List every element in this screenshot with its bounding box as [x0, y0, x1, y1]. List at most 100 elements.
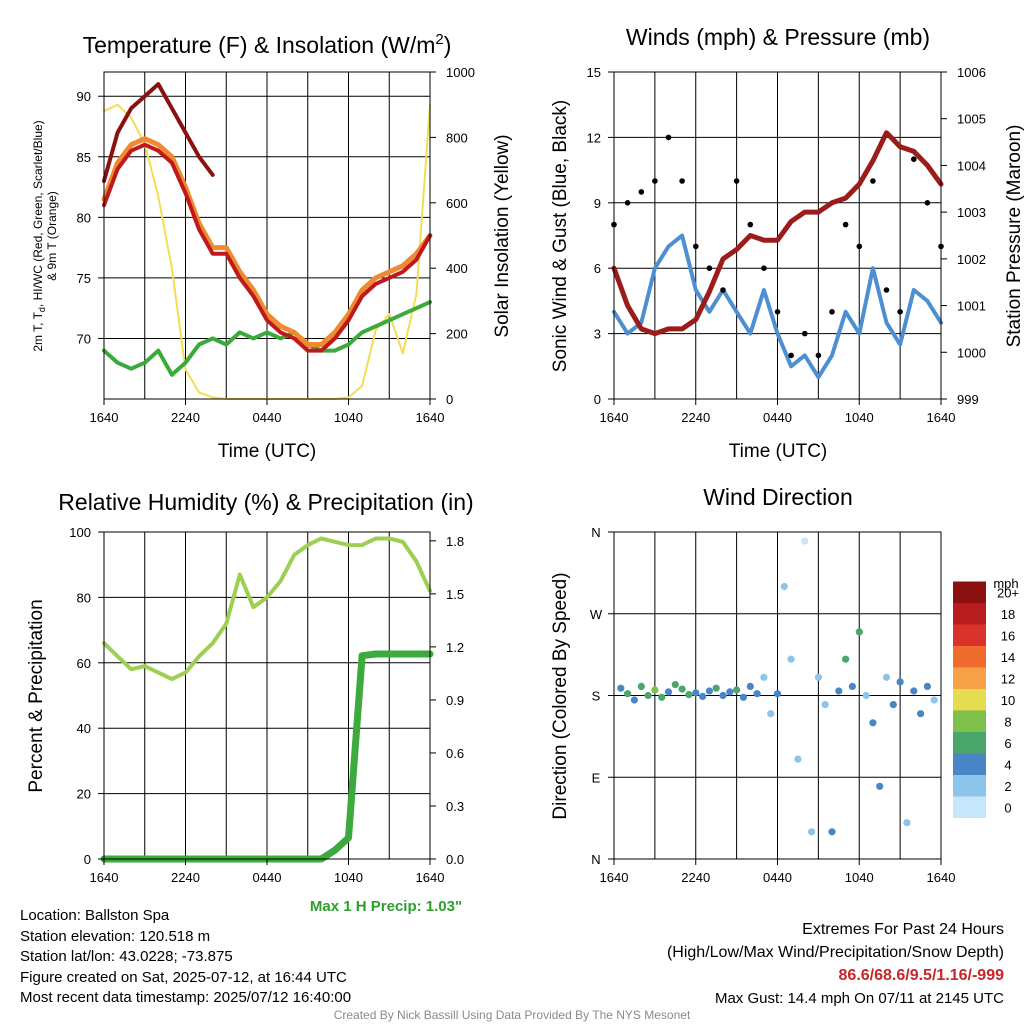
direction-point [794, 755, 802, 763]
y2-tick-label: 999 [957, 392, 979, 407]
gust-point [911, 156, 917, 162]
y2-tick-label: 1006 [957, 65, 986, 80]
direction-point [753, 690, 761, 698]
extremes-heading: Extremes For Past 24 Hours [802, 921, 1004, 938]
temperature-xlabel: Time (UTC) [218, 441, 317, 462]
legend-swatch [953, 796, 986, 818]
direction-point [828, 828, 836, 836]
direction-point [685, 691, 693, 699]
gust-point [883, 287, 890, 293]
direction-point [903, 819, 911, 827]
x-tick-label: 1640 [90, 410, 119, 425]
temperature-grid [104, 72, 430, 399]
direction-point [746, 682, 754, 691]
direction-point [733, 686, 741, 694]
credit-line: Created By Nick Bassill Using Data Provi… [333, 1008, 691, 1022]
direction-point [869, 719, 877, 727]
gust-point [679, 178, 685, 184]
legend-label: 8 [1004, 714, 1011, 729]
y2-tick-label: 1.8 [446, 534, 464, 549]
y-tick-label: 75 [77, 271, 91, 286]
y2-tick-label: 200 [446, 327, 468, 342]
temperature-ylabel-line2: & 9m T (Orange) [45, 191, 59, 281]
humidity-title: Relative Humidity (%) & Precipitation (i… [58, 489, 473, 515]
direction-point [651, 686, 659, 694]
winds-series [611, 130, 944, 380]
direction-point [760, 673, 768, 681]
gust-point [733, 178, 740, 184]
gust-point [638, 189, 645, 195]
y-tick-label: 6 [594, 261, 601, 276]
legend-label: 18 [1001, 607, 1015, 622]
solar-ylabel: Solar Insolation (Yellow) [492, 134, 513, 337]
direction-point [678, 685, 686, 693]
legend-label: 4 [1004, 757, 1011, 772]
direction-point [848, 682, 857, 691]
max-gust: Max Gust: 14.4 mph On 07/11 at 2145 UTC [714, 990, 1004, 1007]
x-tick-label: 1040 [334, 870, 363, 885]
direction-point [917, 710, 925, 718]
direction-point [671, 681, 679, 689]
direction-point [930, 696, 938, 704]
legend-label: 2 [1004, 779, 1011, 794]
y-tick-label: 60 [77, 656, 91, 671]
max-precip-annotation: Max 1 H Precip: 1.03" [310, 898, 462, 915]
x-tick-label: 1640 [90, 870, 119, 885]
recent-timestamp: Most recent data timestamp: 2025/07/12 1… [20, 989, 352, 1006]
legend-label: 10 [1001, 693, 1015, 708]
y-tick-label: 70 [77, 331, 91, 346]
direction-point [787, 655, 795, 663]
y-tick-label: 12 [587, 130, 601, 145]
figure-created: Figure created on Sat, 2025-07-12, at 16… [20, 968, 347, 986]
temperature-ticks: 1640 2240 0440 1040 1640 70 75 80 85 90 0 200 400 600… [77, 65, 475, 425]
direction-point [780, 582, 788, 591]
x-tick-label: 2240 [681, 870, 710, 885]
humidity-ticks: 1640 2240 0440 1040 1640 0 20 40 60 80 100 0.0 0.3 0.… [69, 525, 464, 885]
temperature-title: Temperature (F) & Insolation (W/m2) [83, 31, 452, 58]
legend-label: 12 [1001, 671, 1015, 686]
legend-swatch [953, 710, 986, 732]
speed-legend: mph 0 2 4 6 8 10 12 14 16 18 20+ [953, 576, 1019, 818]
extremes-values: 86.6/68.6/9.5/1.16/-999 [838, 967, 1004, 984]
y-tick-label: 100 [69, 525, 91, 540]
temp-2m-line [102, 142, 432, 353]
y2-tick-label: 0.9 [446, 693, 464, 708]
gust-point [829, 309, 835, 315]
y2-tick-label: 0 [446, 392, 453, 407]
y2-tick-label: 1002 [957, 252, 986, 267]
y2-tick-label: 0.0 [446, 852, 464, 867]
y2-tick-label: 400 [446, 261, 468, 276]
gust-point [747, 221, 754, 228]
x-tick-label: 1040 [845, 410, 874, 425]
gust-point [774, 309, 781, 315]
y-tick-label: N [591, 525, 600, 540]
direction-point [855, 628, 863, 636]
direction-point [814, 673, 823, 681]
y-tick-label: 20 [77, 787, 91, 802]
sonic-wind-line [612, 233, 943, 380]
direction-point [882, 673, 891, 681]
y2-tick-label: 1003 [957, 205, 986, 220]
station-info: Location: Ballston Spa Station elevation… [20, 906, 351, 1009]
dewpoint-line [102, 300, 432, 377]
direction-point [637, 682, 645, 691]
station-elevation: Station elevation: 120.518 m [20, 927, 211, 945]
direction-point [644, 691, 652, 700]
y2-tick-label: 1004 [957, 158, 986, 173]
legend-swatch [953, 689, 986, 711]
x-tick-label: 1040 [845, 870, 874, 885]
x-tick-label: 1640 [600, 410, 629, 425]
gust-point [720, 287, 726, 293]
direction-ylabel: Direction (Colored By Speed) [550, 572, 571, 819]
y2-tick-label: 1000 [957, 345, 986, 360]
direction-point [862, 691, 870, 700]
winds-title: Winds (mph) & Pressure (mb) [626, 24, 930, 50]
y-tick-label: 15 [587, 65, 601, 80]
gust-point [706, 265, 713, 272]
gust-point [652, 178, 658, 184]
legend-label: 14 [1001, 650, 1015, 665]
pressure-line [611, 130, 944, 337]
legend-swatch [953, 646, 986, 668]
gust-point [788, 352, 794, 359]
station-latlon: Station lat/lon: 43.0228; -73.875 [20, 948, 233, 965]
